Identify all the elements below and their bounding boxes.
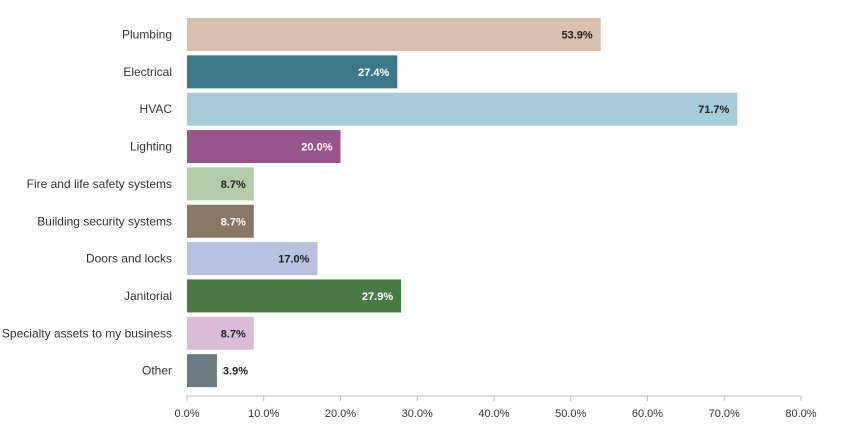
category-label-1: Electrical — [123, 65, 172, 79]
data-label-2: 71.7% — [698, 104, 729, 116]
bar-4 — [187, 167, 254, 201]
bars-group: 53.9% 27.4% 71.7% 20.0% 8.7% 8.7% 17.0% 27.9% 8.… — [187, 18, 738, 388]
bar-3 — [187, 130, 341, 164]
tick-label-5: 50.0% — [555, 408, 586, 420]
category-label-9: Other — [142, 364, 172, 378]
tick-label-1: 10.0% — [248, 408, 279, 420]
data-label-1: 27.4% — [358, 67, 389, 79]
tick-label-3: 30.0% — [402, 408, 433, 420]
x-axis-ticks: 0.0% 10.0% 20.0% 30.0% 40.0% 50.0% 60.0% 70.0% 8… — [174, 396, 817, 420]
data-label-6: 17.0% — [278, 254, 309, 266]
data-label-8: 8.7% — [221, 328, 246, 340]
bar-7 — [187, 279, 402, 313]
category-label-3: Lighting — [130, 140, 172, 154]
tick-label-0: 0.0% — [174, 408, 199, 420]
data-label-0: 53.9% — [561, 30, 592, 42]
tick-label-7: 70.0% — [709, 408, 740, 420]
category-label-4: Fire and life safety systems — [27, 177, 172, 191]
category-labels: Plumbing Electrical HVAC Lighting Fire and l… — [2, 28, 172, 378]
category-label-6: Doors and locks — [86, 252, 172, 266]
tick-label-8: 80.0% — [785, 408, 816, 420]
bar-9 — [187, 354, 217, 388]
bar-6 — [187, 242, 318, 276]
tick-label-4: 40.0% — [478, 408, 509, 420]
data-label-4: 8.7% — [221, 179, 246, 191]
data-label-7: 27.9% — [362, 291, 393, 303]
category-label-2: HVAC — [140, 102, 173, 116]
bar-8 — [187, 316, 254, 350]
category-label-8: Specialty assets to my business — [2, 326, 172, 340]
data-label-9: 3.9% — [223, 366, 248, 378]
data-label-3: 20.0% — [301, 142, 332, 154]
bar-0 — [187, 18, 601, 51]
category-label-7: Janitorial — [124, 289, 172, 303]
category-label-5: Building security systems — [37, 214, 172, 228]
tick-label-6: 60.0% — [632, 408, 663, 420]
bar-1 — [187, 55, 398, 89]
data-label-5: 8.7% — [221, 216, 246, 228]
category-label-0: Plumbing — [122, 28, 172, 42]
tick-label-2: 20.0% — [325, 408, 356, 420]
bar-2 — [187, 92, 738, 126]
bar-5 — [187, 204, 254, 238]
